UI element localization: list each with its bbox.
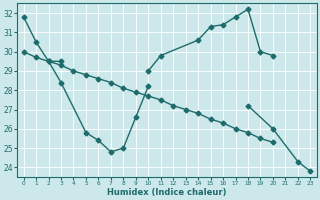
X-axis label: Humidex (Indice chaleur): Humidex (Indice chaleur) xyxy=(107,188,227,197)
